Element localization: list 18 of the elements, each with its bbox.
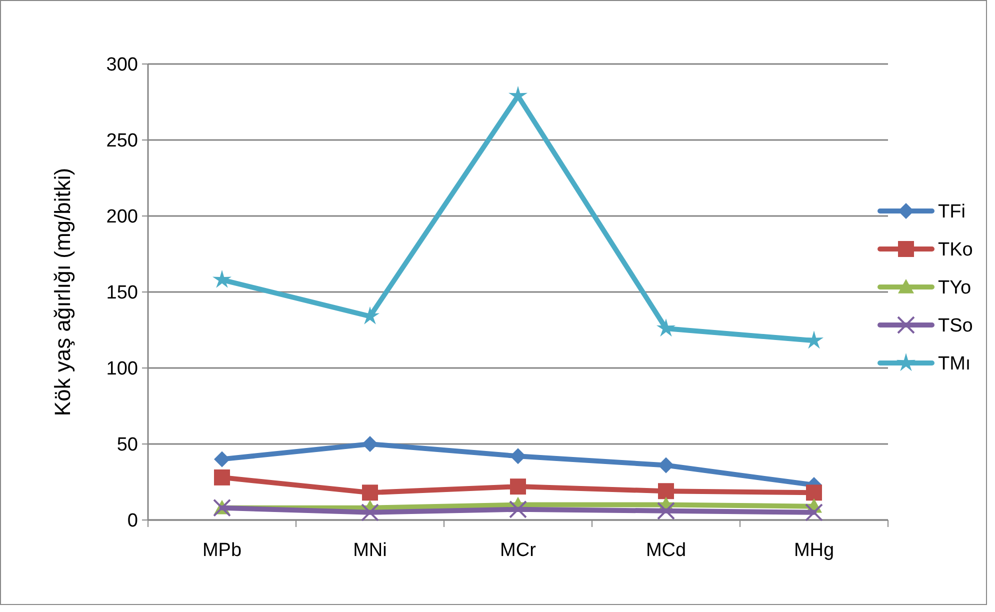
y-tick-label: 150 <box>106 282 138 304</box>
x-tick-label: MHg <box>794 540 834 561</box>
x-tick-label: MPb <box>202 540 242 561</box>
y-tick-label: 300 <box>106 54 138 76</box>
y-tick-label: 50 <box>116 434 138 456</box>
legend-label: TKo <box>938 240 973 261</box>
x-tick-label: MCr <box>500 540 537 561</box>
x-tick-label: MNi <box>353 540 387 561</box>
legend-label: TFi <box>938 202 966 223</box>
legend-label: TMı <box>938 354 971 375</box>
legend-label: TYo <box>938 278 972 299</box>
y-tick-label: 0 <box>127 510 138 532</box>
y-tick-label: 250 <box>106 130 138 152</box>
y-tick-label: 200 <box>106 206 138 228</box>
x-tick-label: MCd <box>646 540 686 561</box>
legend-label: TSo <box>938 316 973 337</box>
y-tick-label: 100 <box>106 358 138 380</box>
y-axis-title: Kök yaş ağırlığı (mg/bitki) <box>50 168 75 416</box>
